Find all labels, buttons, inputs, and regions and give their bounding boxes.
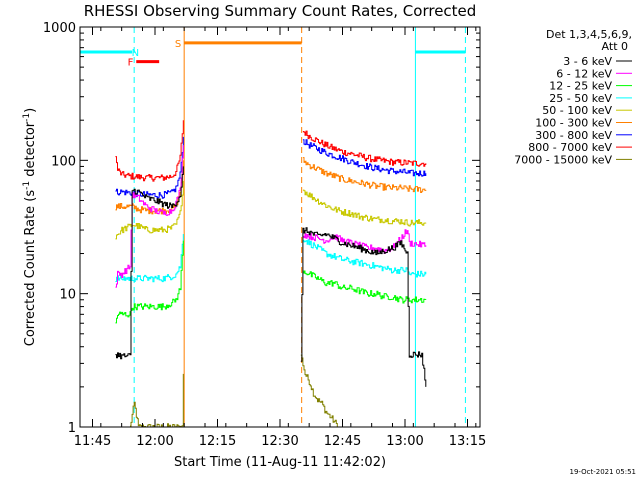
legend-label-5: 100 - 300 keV [535, 117, 612, 130]
legend-label-1: 6 - 12 keV [556, 67, 612, 80]
x-tick-label-1: 12:00 [136, 434, 173, 449]
x-tick-label-2: 12:15 [199, 434, 236, 449]
y-axis-label-sup2: -1 [22, 113, 32, 122]
y-axis-label-main: Corrected Count Rate (s [23, 190, 38, 347]
series-800-7000-kev-seg1 [115, 120, 184, 182]
series-100-300-kev-seg2 [302, 157, 427, 193]
legend-label-4: 50 - 100 keV [542, 104, 612, 117]
series-3-6-kev-seg1 [115, 166, 184, 360]
x-tick-label-4: 12:45 [324, 434, 361, 449]
y-axis-label: Corrected Count Rate (s-1 detector-1) [22, 108, 38, 346]
legend-label-6: 300 - 800 keV [535, 129, 612, 142]
legend-label-8: 7000 - 15000 keV [514, 153, 612, 166]
legend-label-7: 800 - 7000 keV [528, 141, 612, 154]
series-300-800-kev-seg1 [115, 136, 184, 199]
legend-label-0: 3 - 6 keV [563, 55, 612, 68]
x-tick-label-5: 13:00 [386, 434, 423, 449]
x-tick-label-3: 12:30 [261, 434, 298, 449]
y-axis-label-end: ) [23, 108, 38, 113]
series-3-6-kev-seg2 [300, 227, 427, 387]
x-tick-label-0: 11:45 [74, 434, 111, 449]
series-6-12-kev-seg2 [302, 229, 427, 254]
y-axis-label-mid: detector [23, 121, 38, 181]
series-7000-15000-kev-seg2 [300, 354, 339, 428]
y-tick-label-0: 1 [68, 421, 76, 436]
plot-lines: FN S [79, 27, 466, 428]
timestamp: 19-Oct-2021 05:51 [570, 468, 636, 476]
flag-label-f: F [128, 58, 134, 69]
legend-label-2: 12 - 25 keV [549, 80, 612, 93]
series-800-7000-kev-seg2 [302, 130, 427, 167]
series-12-25-kev-seg1 [115, 240, 184, 324]
x-axis-label: Start Time (11-Aug-11 11:42:02) [174, 455, 386, 470]
y-tick-label-3: 1000 [43, 21, 76, 36]
series-50-100-kev-seg1 [115, 181, 184, 240]
flag-label-s: S [175, 39, 181, 50]
x-tick-label-6: 13:15 [449, 434, 486, 449]
legend-label-3: 25 - 50 keV [549, 92, 612, 105]
series-25-50-kev-seg2 [302, 239, 427, 278]
series-6-12-kev-seg1 [115, 145, 184, 288]
legend-header-1: Det 1,3,4,5,6,9, [546, 28, 632, 41]
series-50-100-kev-seg2 [302, 189, 427, 227]
series-25-50-kev-seg1 [115, 234, 184, 283]
series-12-25-kev-seg2 [302, 270, 427, 304]
axis-ticks: 11:45 12:00 12:15 12:30 12:45 13:00 13:15 1 10 10… [43, 21, 486, 449]
chart-title: RHESSI Observing Summary Count Rates, Co… [84, 2, 477, 20]
y-tick-label-2: 100 [51, 154, 76, 169]
legend-header-2: Att 0 [602, 40, 628, 53]
series-7000-15000-kev-seg1 [130, 373, 184, 428]
y-axis-label-sup1: -1 [22, 181, 32, 190]
y-tick-label-1: 10 [59, 288, 76, 303]
series-300-800-kev-seg2 [302, 139, 427, 177]
flag-label-n: N [132, 48, 139, 59]
